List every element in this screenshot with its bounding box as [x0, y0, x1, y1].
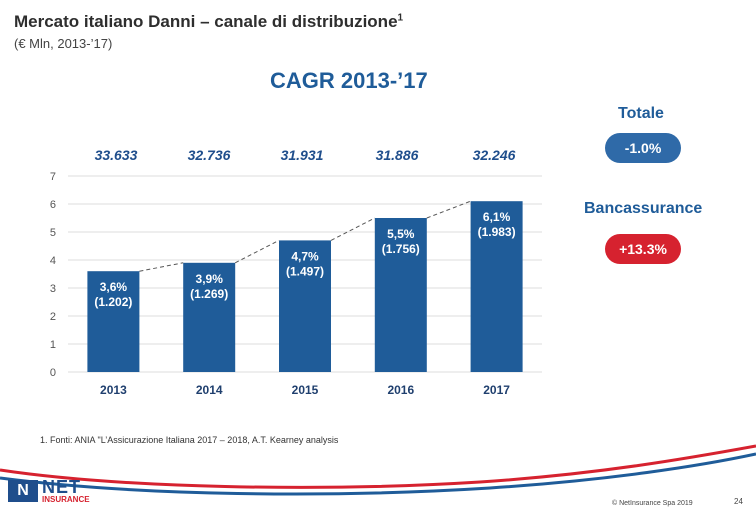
- totale-label: Totale: [618, 105, 664, 122]
- y-tick-label: 0: [50, 367, 56, 379]
- x-tick-label: 2013: [100, 383, 127, 397]
- bancassurance-cagr-badge: +13.3%: [605, 234, 681, 264]
- bar-2016: [374, 218, 427, 372]
- y-tick-label: 2: [50, 311, 56, 323]
- bancassurance-label: Bancassurance: [584, 200, 703, 217]
- copyright: © NetInsurance Spa 2019: [612, 500, 693, 507]
- x-tick-label: 2015: [292, 383, 319, 397]
- total-2017: 32.246: [472, 147, 516, 163]
- footnote: 1. Fonti: ANIA "L’Assicurazione Italiana…: [40, 435, 339, 445]
- total-2013: 33.633: [94, 147, 138, 163]
- total-2015: 31.931: [280, 147, 324, 163]
- trend-connector: [426, 200, 471, 219]
- bar-value-label: 4,7%: [291, 249, 319, 263]
- x-tick-label: 2017: [483, 383, 510, 397]
- bar-value-label: 5,5%: [387, 227, 415, 241]
- footer-swoosh: [0, 444, 756, 496]
- bar-amount-label: (1.497): [286, 264, 324, 278]
- logo-net-text: NET: [42, 477, 81, 497]
- bar-amount-label: (1.269): [190, 287, 228, 301]
- chart-title: CAGR 2013-’17: [270, 68, 428, 93]
- logo-insurance-text: INSURANCE: [42, 495, 90, 504]
- x-tick-label: 2016: [387, 383, 414, 397]
- page-number: 24: [734, 497, 743, 506]
- bar-2015: [279, 240, 331, 372]
- bar-chart: 0 1 2 3 4 5 6 7 3,6%(1.202) 2013 3,9%(1.269) 2014 4,…: [50, 171, 542, 397]
- trend-connector: [234, 239, 280, 264]
- bar-value-label: 3,6%: [100, 280, 128, 294]
- y-tick-label: 7: [50, 171, 56, 183]
- logo-mark-icon: N: [8, 480, 38, 502]
- totale-cagr-badge: -1.0%: [605, 133, 681, 163]
- y-tick-label: 1: [50, 339, 56, 351]
- y-tick-label: 5: [50, 227, 56, 239]
- trend-connector: [139, 262, 184, 272]
- netinsurance-logo: N NET INSURANCE: [8, 478, 90, 504]
- bar-2013: [87, 271, 140, 372]
- bar-2017: [470, 201, 523, 372]
- y-tick-label: 3: [50, 283, 56, 295]
- bar-amount-label: (1.202): [94, 295, 132, 309]
- page-subtitle: (€ Mln, 2013-’17): [14, 36, 113, 51]
- bar-amount-label: (1.756): [382, 242, 420, 256]
- x-tick-label: 2014: [196, 383, 223, 397]
- total-2014: 32.736: [187, 147, 231, 163]
- y-tick-label: 4: [50, 255, 56, 267]
- y-tick-label: 6: [50, 199, 56, 211]
- bar-value-label: 6,1%: [483, 210, 511, 224]
- title-footnote-mark: 1: [397, 12, 404, 24]
- bar-amount-label: (1.983): [478, 225, 516, 239]
- bar-value-label: 3,9%: [196, 272, 224, 286]
- page-title: Mercato italiano Danni – canale di distr…: [14, 12, 404, 31]
- bar-2014: [183, 262, 236, 372]
- total-2016: 31.886: [375, 147, 419, 163]
- trend-connector: [330, 217, 376, 241]
